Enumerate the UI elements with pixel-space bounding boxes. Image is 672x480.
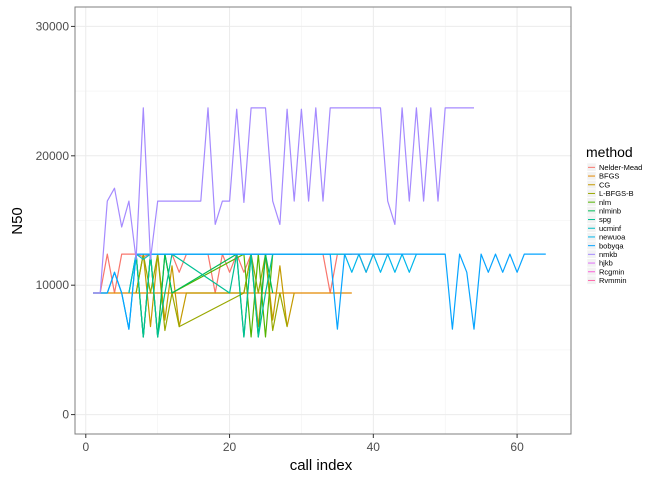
y-tick-label: 10000 bbox=[36, 278, 70, 292]
legend-label-nlm: nlm bbox=[599, 198, 611, 207]
x-tick-label: 60 bbox=[510, 440, 524, 454]
legend-label-nelder-mead: Nelder-Mead bbox=[599, 163, 642, 172]
grid-major bbox=[75, 7, 571, 434]
legend-label-cg: CG bbox=[599, 180, 610, 189]
series-line-nmkb bbox=[93, 107, 474, 294]
legend-label-newuoa: newuoa bbox=[599, 233, 626, 242]
series-line-spg bbox=[128, 253, 274, 338]
legend-label-spg: spg bbox=[599, 215, 611, 224]
x-axis-title: call index bbox=[290, 457, 353, 474]
series-layer bbox=[93, 107, 546, 338]
y-axis-title: N50 bbox=[9, 207, 26, 235]
x-tick-label: 20 bbox=[223, 440, 237, 454]
series-line-l-bfgs-b bbox=[135, 253, 288, 332]
legend: method Nelder-MeadBFGSCGL-BFGS-Bnlmnlmin… bbox=[586, 144, 642, 285]
legend-label-hjkb: hjkb bbox=[599, 259, 613, 268]
legend-label-rvmmin: Rvmmin bbox=[599, 276, 627, 285]
y-tick-label: 30000 bbox=[36, 19, 70, 33]
legend-label-nlminb: nlminb bbox=[599, 206, 621, 215]
y-axis-ticks: 0 10000 20000 30000 bbox=[36, 19, 75, 422]
x-tick-label: 0 bbox=[82, 440, 89, 454]
legend-title: method bbox=[586, 144, 633, 160]
legend-items: Nelder-MeadBFGSCGL-BFGS-Bnlmnlminbspgucm… bbox=[586, 162, 642, 285]
legend-label-bfgs: BFGS bbox=[599, 172, 619, 181]
legend-label-ucminf: ucminf bbox=[599, 224, 622, 233]
y-tick-label: 0 bbox=[62, 408, 69, 422]
grid-minor bbox=[75, 7, 571, 434]
x-axis-ticks: 0 20 40 60 bbox=[82, 434, 524, 454]
legend-label-rcgmin: Rcgmin bbox=[599, 267, 624, 276]
legend-label-bobyqa: bobyqa bbox=[599, 241, 624, 250]
panel-border bbox=[74, 6, 572, 435]
legend-label-l-bfgs-b: L-BFGS-B bbox=[599, 189, 634, 198]
y-tick-label: 20000 bbox=[36, 149, 70, 163]
legend-label-nmkb: nmkb bbox=[599, 250, 617, 259]
series-line-bobyqa bbox=[93, 253, 546, 330]
x-tick-label: 40 bbox=[367, 440, 381, 454]
